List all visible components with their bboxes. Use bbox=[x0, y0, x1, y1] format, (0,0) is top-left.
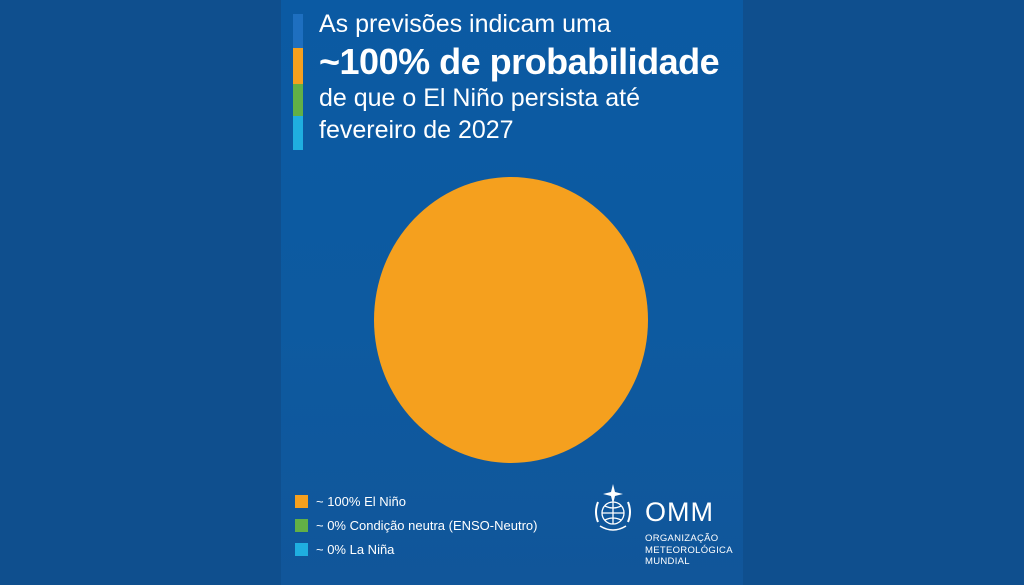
pie-chart-svg bbox=[374, 177, 648, 463]
accent-bar-blue bbox=[293, 14, 303, 48]
omm-logo: OMM ORGANIZAÇÃO METEOROLÓGICA MUNDIAL bbox=[590, 482, 740, 577]
pie-chart bbox=[373, 177, 649, 463]
headline-line-1: As previsões indicam uma bbox=[319, 10, 611, 38]
legend-item: ~ 0% Condição neutra (ENSO-Neutro) bbox=[295, 513, 537, 537]
legend-label: ~ 100% El Niño bbox=[316, 493, 406, 509]
legend-label: ~ 0% Condição neutra (ENSO-Neutro) bbox=[316, 517, 538, 533]
infographic-panel: As previsões indicam uma ~100% de probab… bbox=[281, 0, 743, 585]
legend-item: ~ 100% El Niño bbox=[295, 489, 537, 513]
headline: As previsões indicam uma ~100% de probab… bbox=[319, 8, 739, 146]
pie-slice-0 bbox=[374, 177, 648, 463]
wmo-emblem-icon bbox=[595, 484, 631, 531]
legend-swatch bbox=[295, 518, 308, 532]
logo-full-name: ORGANIZAÇÃO METEOROLÓGICA MUNDIAL bbox=[645, 533, 733, 568]
logo-abbreviation: OMM bbox=[645, 497, 714, 527]
accent-bar-green bbox=[293, 84, 303, 116]
legend-label: ~ 0% La Niña bbox=[316, 541, 395, 557]
accent-bar-orange bbox=[293, 48, 303, 84]
headline-line-4: fevereiro de 2027 bbox=[319, 116, 514, 144]
legend-swatch bbox=[295, 542, 308, 556]
headline-line-2: ~100% de probabilidade bbox=[319, 41, 720, 82]
logo-name-line-1: ORGANIZAÇÃO bbox=[645, 533, 719, 544]
logo-name-line-3: MUNDIAL bbox=[645, 556, 690, 567]
legend-item: ~ 0% La Niña bbox=[295, 537, 537, 561]
legend-swatch bbox=[295, 494, 308, 508]
logo-name-line-2: METEOROLÓGICA bbox=[645, 544, 733, 556]
accent-bar-cyan bbox=[293, 116, 303, 150]
chart-legend: ~ 100% El Niño ~ 0% Condição neutra (ENSO… bbox=[295, 489, 537, 561]
headline-line-3: de que o El Niño persista até bbox=[319, 84, 641, 112]
